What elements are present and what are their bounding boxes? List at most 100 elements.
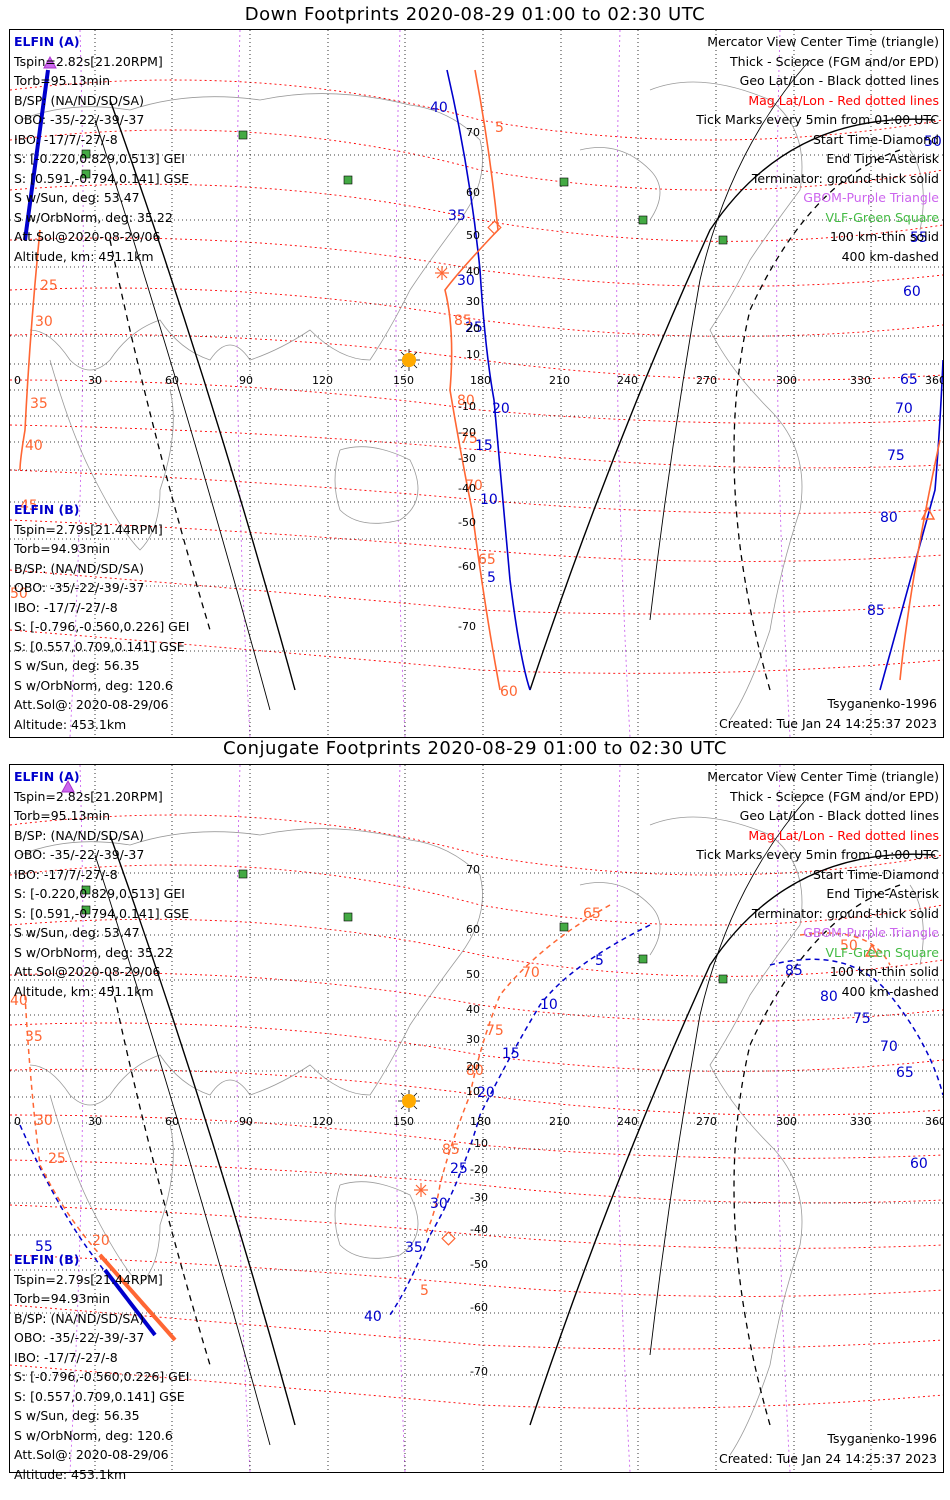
svg-text:20: 20 bbox=[477, 1085, 495, 1101]
created-label: Created: Tue Jan 24 14:25:37 2023 bbox=[718, 716, 937, 731]
svg-text:300: 300 bbox=[776, 1115, 797, 1128]
info-line: S: [-0.796,-0.560,0.226] GEI bbox=[14, 1369, 190, 1384]
legend-line: Geo Lat/Lon - Black dotted lines bbox=[739, 73, 939, 88]
svg-text:80: 80 bbox=[457, 393, 475, 409]
svg-text:360: 360 bbox=[925, 374, 943, 387]
svg-text:240: 240 bbox=[617, 374, 638, 387]
mag-grid bbox=[10, 814, 943, 1409]
legend-line: Mercator View Center Time (triangle) bbox=[707, 769, 939, 784]
elfin-a-header: ELFIN (A) bbox=[14, 769, 80, 784]
info-line: Tspin=2.82s[21.20RPM] bbox=[14, 53, 163, 69]
svg-text:55: 55 bbox=[910, 230, 928, 246]
svg-text:50: 50 bbox=[924, 134, 942, 150]
svg-text:75: 75 bbox=[460, 431, 478, 447]
info-line: S: [-0.220,0.829,0.513] GEI bbox=[14, 151, 185, 166]
legend-line: Thick - Science (FGM and/or EPD) bbox=[730, 53, 939, 69]
info-line: Altitude: 453.1km bbox=[14, 1466, 127, 1482]
legend-down: Mercator View Center Time (triangle) Thi… bbox=[696, 32, 939, 266]
svg-text:210: 210 bbox=[549, 374, 570, 387]
elfin-b-track-conj bbox=[24, 904, 891, 1342]
elfin-a-track-down bbox=[23, 69, 943, 691]
svg-text:-40: -40 bbox=[458, 482, 476, 495]
info-line: Att.Sol@2020-08-29/06 bbox=[14, 229, 161, 244]
info-line: Torb=94.93min bbox=[14, 541, 111, 556]
coastlines bbox=[19, 81, 924, 721]
elfin-a-info-conj: ELFIN (A) Tspin=2.82s[21.20RPM] Torb=95.… bbox=[14, 767, 189, 1001]
info-line: OBO: -35/-22/-39/-37 bbox=[14, 1330, 145, 1345]
legend-line: Tick Marks every 5min from 01:00 UTC bbox=[696, 847, 939, 862]
info-line: S w/OrbNorm, deg: 120.6 bbox=[14, 1427, 173, 1443]
lon-labels-down: 0 30 60 90 120 150 180 210 240 270 300 3… bbox=[14, 374, 943, 387]
info-line: IBO: -17/7/-27/-8 bbox=[14, 131, 118, 147]
panel-title-down: Down Footprints 2020-08-29 01:00 to 02:3… bbox=[244, 4, 706, 25]
panel-down-footprints: 40 35 30 25 20 15 10 5 5 85 80 75 70 65 … bbox=[9, 29, 944, 738]
lat-labels-down: 70 60 50 40 30 20 10 -10 -20 -30 -40 -50… bbox=[458, 126, 480, 633]
legend-line: Mercator View Center Time (triangle) bbox=[707, 34, 939, 49]
svg-text:60: 60 bbox=[910, 1156, 928, 1172]
svg-text:330: 330 bbox=[850, 374, 871, 387]
svg-text:50: 50 bbox=[466, 968, 480, 981]
legend-line: Mag Lat/Lon - Red dotted lines bbox=[748, 827, 939, 843]
svg-text:-20: -20 bbox=[458, 426, 476, 439]
track-tick-labels-down: 40 35 30 25 20 15 10 5 5 85 80 75 70 65 … bbox=[10, 100, 942, 700]
svg-text:30: 30 bbox=[88, 374, 102, 387]
svg-text:240: 240 bbox=[617, 1115, 638, 1128]
vlf-stations bbox=[81, 869, 728, 984]
elfin-b-info-conj: ELFIN (B) Tspin=2.79s[21.44RPM] Torb=94.… bbox=[14, 1250, 189, 1484]
svg-text:90: 90 bbox=[239, 1115, 253, 1128]
panel-conjugate-footprints: 5 10 15 20 25 30 35 40 55 85 80 75 70 65… bbox=[9, 764, 944, 1482]
svg-text:0: 0 bbox=[14, 1115, 21, 1128]
svg-text:55: 55 bbox=[35, 1239, 53, 1255]
svg-text:15: 15 bbox=[475, 438, 493, 454]
svg-text:5: 5 bbox=[487, 570, 496, 586]
info-line: S w/OrbNorm, deg: 35.22 bbox=[14, 944, 173, 960]
svg-text:10: 10 bbox=[480, 492, 498, 508]
svg-text:90: 90 bbox=[239, 374, 253, 387]
svg-text:40: 40 bbox=[364, 1309, 382, 1325]
info-line: S w/OrbNorm, deg: 35.22 bbox=[14, 209, 173, 225]
elfin-b-header: ELFIN (B) bbox=[14, 1252, 80, 1267]
svg-text:70: 70 bbox=[466, 863, 480, 876]
svg-text:85: 85 bbox=[454, 313, 472, 329]
info-line: IBO: -17/7/-27/-8 bbox=[14, 866, 118, 882]
vlf-stations bbox=[81, 130, 728, 245]
track-tick-labels-conj: 5 10 15 20 25 30 35 40 55 85 80 75 70 65… bbox=[10, 906, 928, 1325]
info-line: S: [0.591,-0.794,0.141] GSE bbox=[14, 170, 190, 186]
map-down: 40 35 30 25 20 15 10 5 5 85 80 75 70 65 … bbox=[10, 30, 943, 737]
svg-text:60: 60 bbox=[165, 1115, 179, 1128]
legend-line: GBOM-Purple Triangle bbox=[803, 190, 939, 205]
info-line: S: [-0.220,0.829,0.513] GEI bbox=[14, 886, 185, 901]
info-line: B/SP: (NA/ND/SD/SA) bbox=[14, 827, 144, 843]
svg-text:360: 360 bbox=[925, 1115, 943, 1128]
svg-text:-30: -30 bbox=[458, 452, 476, 465]
svg-text:330: 330 bbox=[850, 1115, 871, 1128]
legend-line: End Time-Asterisk bbox=[826, 151, 939, 166]
svg-text:40: 40 bbox=[466, 1003, 480, 1016]
svg-text:80: 80 bbox=[880, 510, 898, 526]
terminator bbox=[94, 794, 936, 1446]
info-line: S: [-0.796,-0.560,0.226] GEI bbox=[14, 619, 190, 634]
svg-text:10: 10 bbox=[466, 1085, 480, 1098]
svg-text:15: 15 bbox=[502, 1046, 520, 1062]
info-line: Att.Sol@2020-08-29/06 bbox=[14, 964, 161, 979]
svg-text:150: 150 bbox=[393, 1115, 414, 1128]
created-label: Created: Tue Jan 24 14:25:37 2023 bbox=[718, 1451, 937, 1466]
info-line: Altitude: 453.1km bbox=[14, 716, 127, 732]
svg-text:60: 60 bbox=[500, 684, 518, 700]
info-line: IBO: -17/7/-27/-8 bbox=[14, 1349, 118, 1365]
svg-text:50: 50 bbox=[840, 938, 858, 954]
svg-text:85: 85 bbox=[867, 603, 885, 619]
elfin-b-info-down: ELFIN (B) Tspin=2.79s[21.44RPM] Torb=94.… bbox=[14, 500, 189, 734]
svg-text:-20: -20 bbox=[470, 1163, 488, 1176]
svg-text:30: 30 bbox=[466, 1033, 480, 1046]
svg-text:30: 30 bbox=[466, 295, 480, 308]
svg-text:65: 65 bbox=[583, 906, 601, 922]
svg-text:25: 25 bbox=[465, 320, 483, 336]
svg-text:270: 270 bbox=[696, 374, 717, 387]
svg-text:-60: -60 bbox=[458, 560, 476, 573]
svg-text:85: 85 bbox=[442, 1142, 460, 1158]
info-line: Tspin=2.79s[21.44RPM] bbox=[14, 521, 163, 537]
legend-line: VLF-Green Square bbox=[825, 209, 939, 225]
svg-text:75: 75 bbox=[853, 1011, 871, 1027]
svg-text:60: 60 bbox=[903, 284, 921, 300]
